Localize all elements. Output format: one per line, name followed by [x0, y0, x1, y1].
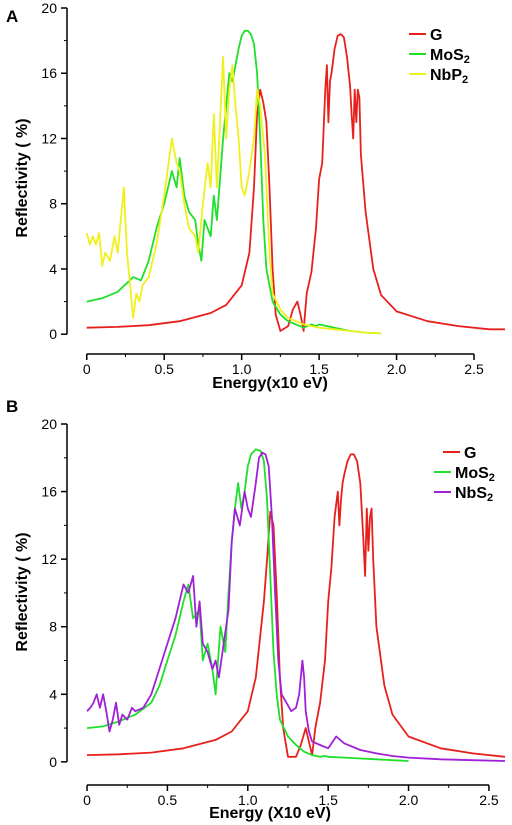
legend-b-nbs2-label: NbS2: [455, 485, 493, 504]
y-tick-label: 8: [49, 619, 57, 635]
x-tick-label: 1.0: [232, 361, 252, 377]
panel-a-xlabel: Energy(x10 eV): [212, 375, 328, 392]
y-tick-label: 0: [49, 754, 57, 770]
y-tick-label: 4: [49, 686, 57, 702]
series-line-g: [86, 33, 505, 332]
legend-a-nbp2-label: NbP2: [430, 67, 468, 86]
x-tick-label: 0: [83, 792, 91, 808]
y-tick-label: 16: [41, 484, 57, 500]
y-tick-label: 8: [49, 196, 57, 212]
legend-b-mos2-label: MoS2: [455, 465, 495, 484]
series-line-nbs2: [86, 451, 506, 762]
panel-a-plot: 0 0.5 1.0 1.5 2.0 2.5 0 4 8 12 16 20: [41, 0, 505, 377]
x-tick-label: 2.0: [387, 361, 407, 377]
x-tick-label: 2.5: [479, 792, 499, 808]
panel-a-legend: G MoS2 NbP2: [409, 27, 470, 86]
panel-a-label: A: [6, 7, 18, 26]
x-tick-label: 1.0: [238, 792, 258, 808]
legend-b-g-label: G: [464, 445, 476, 462]
x-tick-label: 0.5: [158, 792, 178, 808]
y-tick-label: 4: [49, 261, 57, 277]
series-line-g: [86, 453, 506, 758]
x-tick-label: 0: [83, 361, 91, 377]
y-tick-label: 20: [41, 0, 57, 16]
panel-b-legend: G MoS2 NbS2: [434, 445, 495, 504]
x-tick-label: 2.5: [464, 361, 484, 377]
panel-b-xlabel: Energy (X10 eV): [209, 805, 331, 822]
y-tick-label: 12: [41, 551, 57, 567]
legend-a-mos2-label: MoS2: [430, 47, 470, 66]
panel-b-ylabel: Reflectivity ( %): [14, 532, 31, 651]
panel-b: B 0 0.5 1.0 1.5 2.0 2.5 0 4 8 12 16 20 Energy (X10 …: [6, 397, 506, 822]
series-line-nbp2: [85, 56, 382, 335]
panel-a-ylabel: Reflectivity ( %): [14, 118, 31, 237]
y-tick-label: 0: [49, 326, 57, 342]
y-tick-label: 16: [41, 65, 57, 81]
y-tick-label: 20: [41, 416, 57, 432]
x-tick-label: 1.5: [318, 792, 338, 808]
y-tick-label: 12: [41, 130, 57, 146]
panel-b-plot: 0 0.5 1.0 1.5 2.0 2.5 0 4 8 12 16 20: [41, 416, 506, 808]
x-tick-label: 2.0: [399, 792, 419, 808]
panel-b-label: B: [6, 397, 18, 416]
x-tick-label: 1.5: [309, 361, 329, 377]
legend-a-g-label: G: [430, 27, 442, 44]
panel-a: A 0 0.5 1.0 1.5 2.0 2.5 0 4 8 12 16 20 Energy(x10 e…: [6, 0, 505, 392]
x-tick-label: 0.5: [154, 361, 174, 377]
series-line-mos2: [86, 29, 382, 335]
